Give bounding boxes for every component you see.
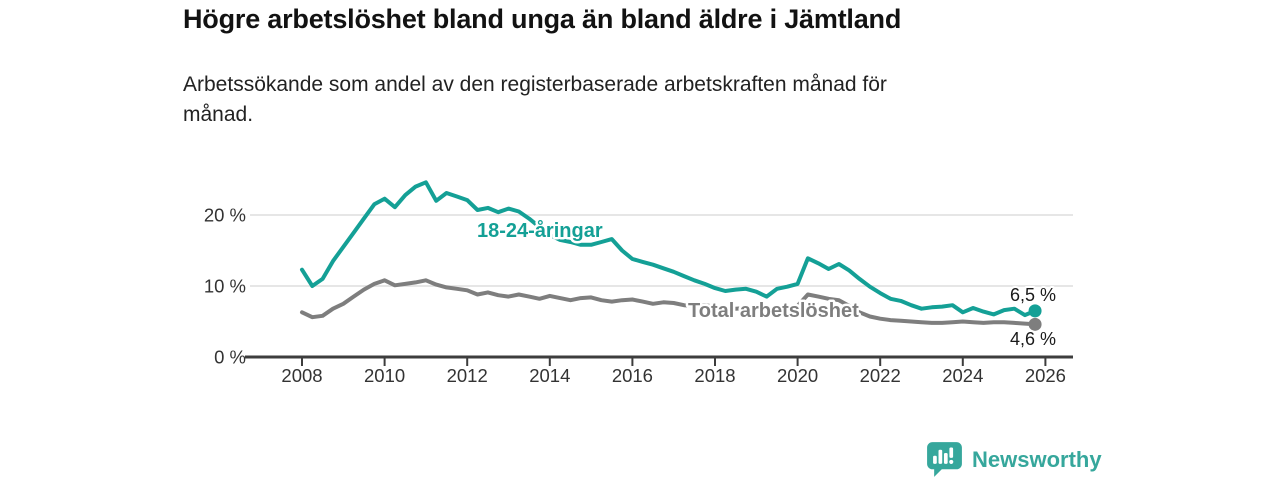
youth-line [300, 180, 1038, 318]
youth-series-label: 18-24-åringar [477, 219, 603, 242]
chart-title: Högre arbetslöshet bland unga än bland ä… [183, 4, 902, 34]
brand-name: Newsworthy [972, 446, 1102, 472]
x-tick-label: 2020 [777, 365, 818, 386]
brand-footer: Newsworthy [926, 441, 1102, 478]
chart-subtitle: Arbetssökande som andel av den registerb… [183, 73, 887, 126]
x-tick-label: 2014 [529, 365, 570, 386]
x-tick-label: 2026 [1025, 365, 1066, 386]
total-end-dot [1028, 317, 1042, 331]
youth-end-value-label: 6,5 % [1010, 285, 1056, 305]
youth-end-dot [1028, 304, 1042, 318]
x-tick-label: 2024 [942, 365, 983, 386]
x-tick-label: 2012 [447, 365, 488, 386]
y-tick-label: 10 % [204, 276, 246, 297]
grid-and-axes-layer: 0 % 10 % 20 % 2008 2010 2012 2014 2016 2018 2020 2… [204, 205, 1073, 386]
x-tick-label: 2022 [860, 365, 901, 386]
x-tick-label: 2010 [364, 365, 405, 386]
newsworthy-logo-icon [927, 442, 962, 477]
total-line [300, 278, 1038, 327]
total-end-value-label: 4,6 % [1010, 329, 1056, 349]
x-tick-label: 2008 [281, 365, 322, 386]
y-tick-label: 20 % [204, 205, 246, 226]
total-series-label: Total arbetslöshet [688, 300, 859, 322]
series-lines-layer [300, 180, 1042, 331]
chart-labels-layer: 18-24-åringar Total arbetslöshet 6,5 % 4… [475, 217, 1059, 352]
x-tick-label: 2016 [612, 365, 653, 386]
y-tick-label: 0 % [214, 347, 246, 368]
x-tick-label: 2018 [694, 365, 735, 386]
